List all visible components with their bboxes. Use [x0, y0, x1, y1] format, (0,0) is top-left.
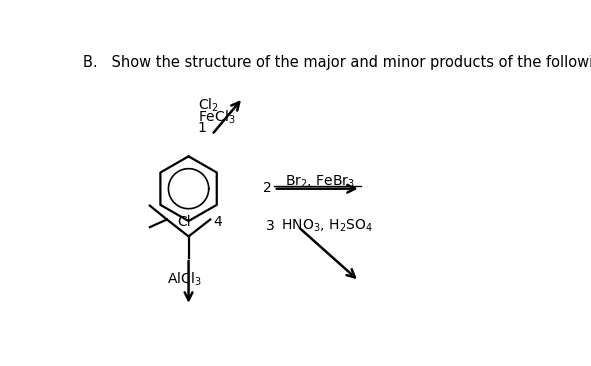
- Text: Br$_2$, FeBr$_3$: Br$_2$, FeBr$_3$: [285, 173, 355, 190]
- Text: Cl$_2$: Cl$_2$: [198, 96, 219, 114]
- Text: Cl: Cl: [178, 215, 191, 229]
- Text: FeCl$_3$: FeCl$_3$: [198, 109, 235, 126]
- Text: 3: 3: [266, 220, 275, 234]
- Text: B.   Show the structure of the major and minor products of the following reactio: B. Show the structure of the major and m…: [83, 55, 591, 70]
- Text: HNO$_3$, H$_2$SO$_4$: HNO$_3$, H$_2$SO$_4$: [277, 218, 373, 234]
- Text: 1: 1: [198, 121, 207, 135]
- Text: AlCl$_3$: AlCl$_3$: [167, 271, 202, 288]
- Text: 4: 4: [213, 215, 222, 229]
- Text: 2: 2: [263, 181, 272, 195]
